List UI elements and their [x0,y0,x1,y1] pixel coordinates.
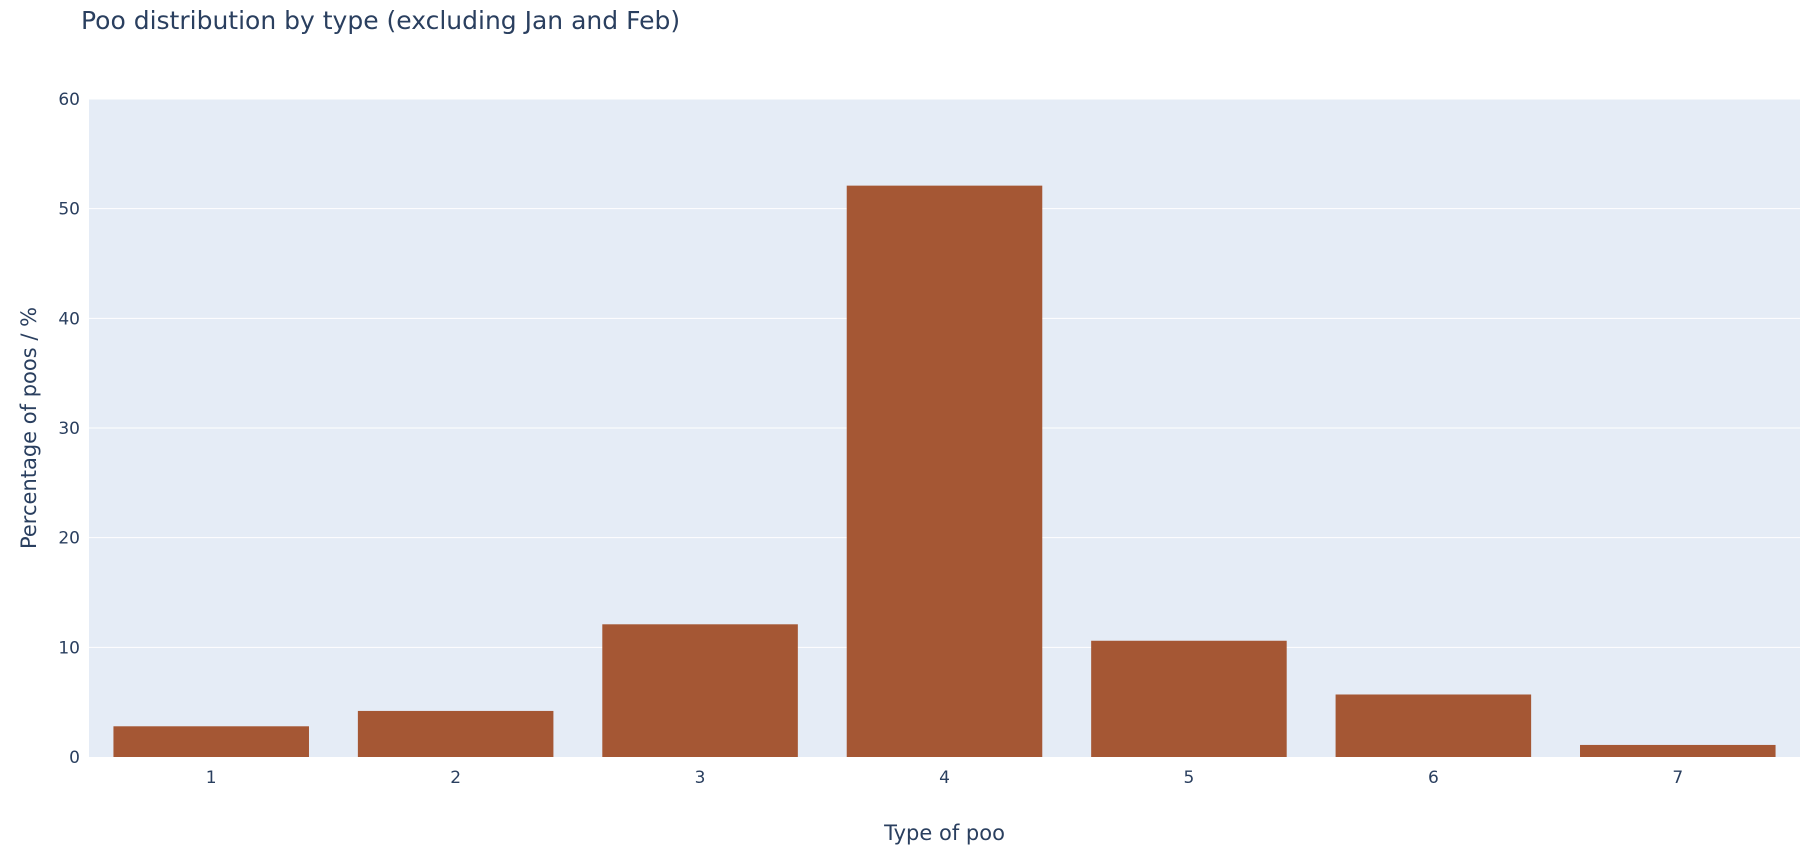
bar-type-7 [1580,744,1776,757]
chart-title: Poo distribution by type (excluding Jan … [81,6,681,35]
bar-type-3 [602,624,798,757]
bar-type-2 [357,710,554,757]
bars [113,185,1776,758]
y-tick-label: 40 [58,309,80,329]
y-tick-label: 50 [58,200,80,220]
y-tick-label: 30 [58,419,80,439]
bar-type-6 [1335,694,1532,757]
y-tick-label: 10 [58,638,80,658]
x-tick-label: 4 [939,768,950,788]
y-tick-label: 60 [58,90,80,110]
x-tick-label: 2 [450,768,461,788]
bar-type-1 [113,726,309,757]
y-tick-label: 0 [69,748,80,768]
bar-type-5 [1091,640,1287,757]
y-axis-ticks: 0 10 20 30 40 50 60 [58,90,80,768]
x-tick-label: 3 [695,768,706,788]
x-tick-label: 5 [1184,768,1195,788]
x-axis-ticks: 1 2 3 4 5 6 7 [206,768,1683,788]
y-tick-label: 20 [58,529,80,549]
x-tick-label: 1 [206,768,217,788]
x-tick-label: 6 [1428,768,1439,788]
x-tick-label: 7 [1672,768,1683,788]
x-axis-title: Type of poo [883,821,1005,845]
y-axis-title: Percentage of poos / % [17,307,41,549]
bar-type-4 [846,185,1043,758]
